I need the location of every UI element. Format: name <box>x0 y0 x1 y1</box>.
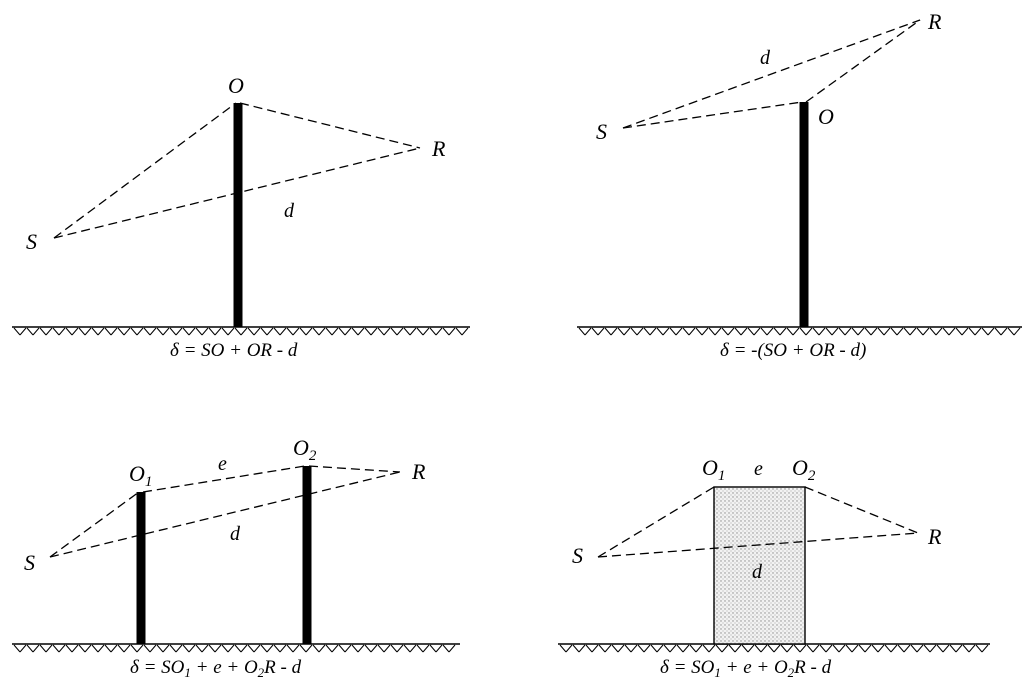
label-O: O <box>228 73 244 98</box>
path-S-R-direct <box>622 19 921 129</box>
path-S-O <box>622 101 803 129</box>
panel-single-obstacle-below: S O R d δ = -(SO + OR - d) <box>577 9 1022 361</box>
label-S: S <box>572 543 583 568</box>
label-O2: O2 <box>792 455 816 484</box>
label-O1: O1 <box>702 455 725 484</box>
path-S-R-direct <box>597 532 919 558</box>
label-R: R <box>927 524 942 549</box>
label-R: R <box>411 459 426 484</box>
label-S: S <box>24 550 35 575</box>
label-O1: O1 <box>129 461 152 490</box>
path-S-O1 <box>49 491 140 558</box>
path-S-R-direct <box>49 471 401 558</box>
path-O2-R <box>804 486 919 534</box>
label-S: S <box>596 119 607 144</box>
formula: δ = SO1 + e + O2R - d <box>660 657 832 680</box>
label-d: d <box>230 523 241 545</box>
panel-single-obstacle-above: S O R d δ = SO + OR - d <box>12 73 470 361</box>
path-O2-R <box>308 465 401 473</box>
label-e: e <box>754 458 763 480</box>
panel-double-obstacle: S O1 O2 R e d δ = SO1 + e + O2R - d <box>12 435 460 680</box>
panel-building-obstacle: S O1 O2 R e d δ = SO1 + e + O2R - d <box>558 455 990 680</box>
path-S-O1 <box>597 486 715 558</box>
label-S: S <box>26 229 37 254</box>
path-S-O <box>53 102 237 239</box>
label-O: O <box>818 104 834 129</box>
ground-line <box>12 326 470 336</box>
building-block <box>713 486 806 645</box>
ground-line <box>558 643 990 653</box>
label-R: R <box>927 9 942 34</box>
formula: δ = SO1 + e + O2R - d <box>130 657 302 680</box>
label-d: d <box>284 200 295 222</box>
formula: δ = SO + OR - d <box>170 340 298 361</box>
ground-line <box>577 326 1022 336</box>
label-d: d <box>760 47 771 69</box>
label-R: R <box>431 136 446 161</box>
formula: δ = -(SO + OR - d) <box>720 340 866 361</box>
path-S-R-direct <box>53 147 421 239</box>
path-O-R <box>239 102 421 149</box>
ground-line <box>12 643 460 653</box>
label-O2: O2 <box>293 435 317 464</box>
path-O-R <box>805 19 921 103</box>
label-e: e <box>218 453 227 475</box>
label-d: d <box>752 561 763 583</box>
